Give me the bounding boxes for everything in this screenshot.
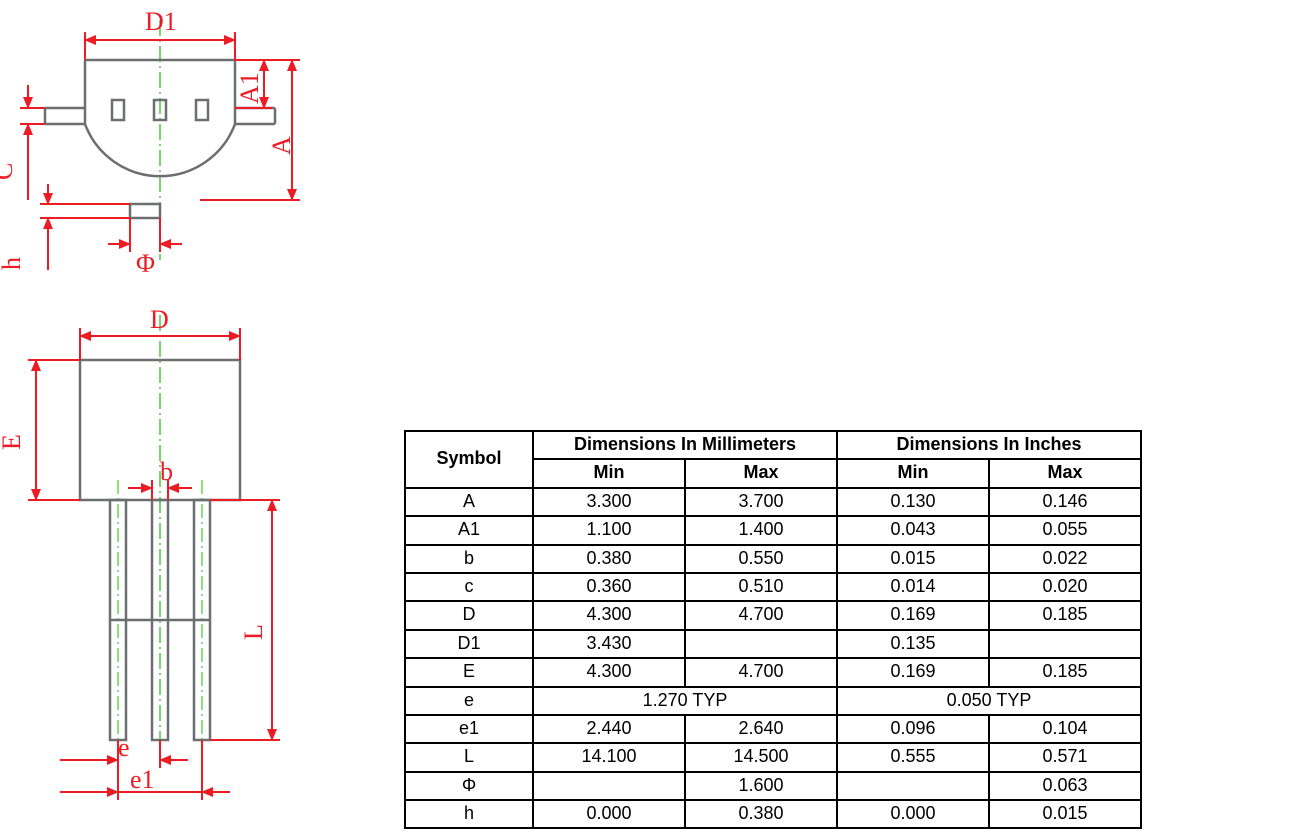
cell-symbol: Φ [405, 772, 533, 800]
dim-label-D: D [150, 305, 169, 334]
cell-in-min: 0.169 [837, 658, 989, 686]
cell-symbol: h [405, 800, 533, 828]
dim-label-e: e [118, 733, 130, 762]
cell-in-max: 0.020 [989, 573, 1141, 601]
dim-label-Phi: Φ [136, 249, 155, 278]
cell-symbol: A [405, 488, 533, 516]
cell-in-max: 0.185 [989, 658, 1141, 686]
cell-symbol: e1 [405, 715, 533, 743]
cell-mm-max: 3.700 [685, 488, 837, 516]
cell-in-max: 0.571 [989, 743, 1141, 771]
dim-label-A: A [267, 136, 296, 155]
table-row: E4.3004.7000.1690.185 [405, 658, 1141, 686]
cell-mm-min: 4.300 [533, 601, 685, 629]
th-mm-max: Max [685, 459, 837, 487]
dimensions-table-wrapper: Symbol Dimensions In Millimeters Dimensi… [404, 430, 1142, 829]
cell-in-min: 0.169 [837, 601, 989, 629]
table-header-row-1: Symbol Dimensions In Millimeters Dimensi… [405, 431, 1141, 459]
cell-symbol: D1 [405, 630, 533, 658]
th-mm-min: Min [533, 459, 685, 487]
cell-in-min: 0.130 [837, 488, 989, 516]
dimensions-table: Symbol Dimensions In Millimeters Dimensi… [404, 430, 1142, 829]
cell-mm-max: 1.400 [685, 516, 837, 544]
table-row: Φ 1.600 0.063 [405, 772, 1141, 800]
dim-label-C: C [0, 163, 18, 180]
dim-label-h: h [0, 257, 26, 270]
table-row: c0.3600.5100.0140.020 [405, 573, 1141, 601]
dim-label-E: E [0, 434, 26, 450]
table-row: D4.3004.7000.1690.185 [405, 601, 1141, 629]
dim-label-A1: A1 [235, 72, 264, 104]
cell-mm-max [685, 630, 837, 658]
cell-mm-min [533, 772, 685, 800]
cell-mm-typ: 1.270 TYP [533, 687, 837, 715]
front-view: D E b L [0, 305, 280, 800]
cell-in-min: 0.000 [837, 800, 989, 828]
cell-symbol: D [405, 601, 533, 629]
cell-in-max: 0.146 [989, 488, 1141, 516]
cell-symbol: A1 [405, 516, 533, 544]
cell-in-max: 0.104 [989, 715, 1141, 743]
cell-symbol: E [405, 658, 533, 686]
cell-mm-min: 0.380 [533, 545, 685, 573]
cell-in-max: 0.022 [989, 545, 1141, 573]
package-drawing: D1 A A1 C [0, 0, 360, 825]
cell-symbol: c [405, 573, 533, 601]
th-symbol: Symbol [405, 431, 533, 488]
cell-in-min: 0.555 [837, 743, 989, 771]
cell-in-min: 0.135 [837, 630, 989, 658]
th-mm: Dimensions In Millimeters [533, 431, 837, 459]
table-row: D13.430 0.135 [405, 630, 1141, 658]
cell-in-max: 0.185 [989, 601, 1141, 629]
cell-mm-min: 1.100 [533, 516, 685, 544]
dim-label-b: b [160, 457, 173, 486]
cell-mm-max: 4.700 [685, 601, 837, 629]
table-row: e12.4402.6400.0960.104 [405, 715, 1141, 743]
table-row: A3.3003.7000.1300.146 [405, 488, 1141, 516]
cell-in-max: 0.063 [989, 772, 1141, 800]
cell-mm-min: 14.100 [533, 743, 685, 771]
cell-in-typ: 0.050 TYP [837, 687, 1141, 715]
cell-in-max: 0.055 [989, 516, 1141, 544]
th-in-max: Max [989, 459, 1141, 487]
cell-mm-min: 3.300 [533, 488, 685, 516]
cell-mm-max: 4.700 [685, 658, 837, 686]
cell-in-min: 0.096 [837, 715, 989, 743]
th-in: Dimensions In Inches [837, 431, 1141, 459]
cell-in-min [837, 772, 989, 800]
cell-mm-max: 0.510 [685, 573, 837, 601]
cell-in-min: 0.014 [837, 573, 989, 601]
dim-label-e1: e1 [130, 765, 155, 794]
table-row: L14.10014.5000.5550.571 [405, 743, 1141, 771]
dim-label-D1: D1 [145, 7, 177, 36]
cell-mm-max: 14.500 [685, 743, 837, 771]
cell-mm-max: 2.640 [685, 715, 837, 743]
cell-symbol: e [405, 687, 533, 715]
cell-mm-max: 0.380 [685, 800, 837, 828]
cell-mm-min: 3.430 [533, 630, 685, 658]
cell-symbol: L [405, 743, 533, 771]
table-row: A11.1001.4000.0430.055 [405, 516, 1141, 544]
table-row: h0.0000.3800.0000.015 [405, 800, 1141, 828]
cell-in-min: 0.043 [837, 516, 989, 544]
cell-in-min: 0.015 [837, 545, 989, 573]
cell-mm-min: 0.360 [533, 573, 685, 601]
cell-mm-min: 0.000 [533, 800, 685, 828]
cell-mm-max: 1.600 [685, 772, 837, 800]
cell-mm-min: 2.440 [533, 715, 685, 743]
top-view: D1 A A1 C [0, 7, 300, 278]
cell-symbol: b [405, 545, 533, 573]
dim-label-L: L [239, 624, 268, 640]
cell-mm-max: 0.550 [685, 545, 837, 573]
table-row: b0.3800.5500.0150.022 [405, 545, 1141, 573]
cell-in-max: 0.015 [989, 800, 1141, 828]
cell-mm-min: 4.300 [533, 658, 685, 686]
th-in-min: Min [837, 459, 989, 487]
cell-in-max [989, 630, 1141, 658]
table-row: e1.270 TYP0.050 TYP [405, 687, 1141, 715]
